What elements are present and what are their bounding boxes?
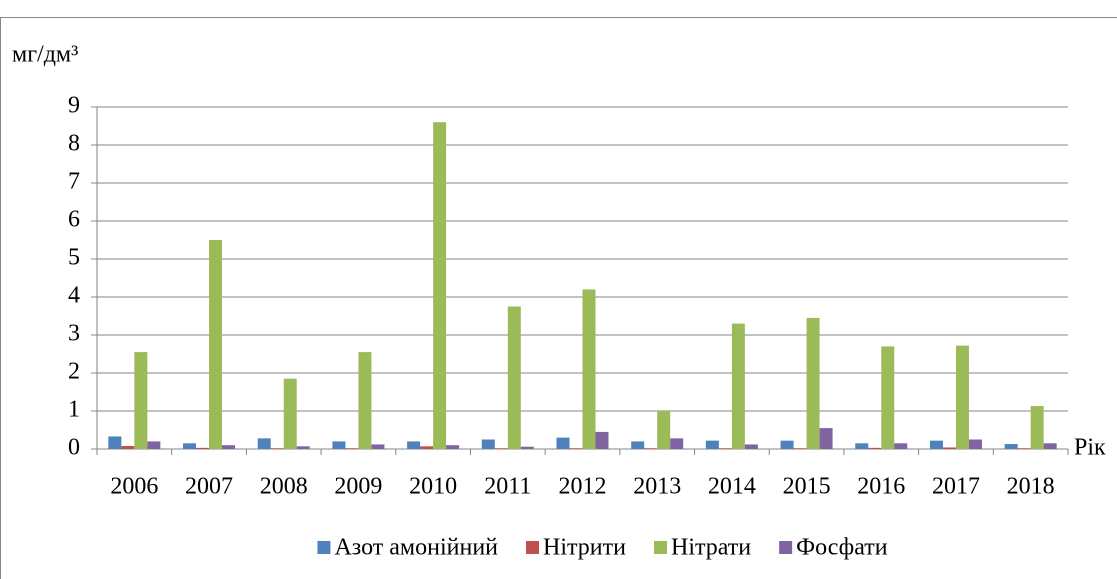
x-tick-label: 2014 [708,474,756,500]
legend-swatch [779,541,793,554]
bar [894,443,908,449]
x-tick-label: 2013 [633,474,681,500]
y-tick-label: 3 [68,321,80,347]
bar [296,446,310,449]
bar [806,317,820,449]
bar [183,443,197,449]
bar [121,445,135,449]
legend-label: Фосфати [796,535,888,561]
legend-swatch [526,541,540,554]
x-tick-label: 2010 [409,474,457,500]
x-tick-label: 2015 [783,474,831,500]
bar [358,352,372,449]
x-tick-label: 2012 [559,474,607,500]
bar [1017,448,1031,449]
bar [780,440,794,449]
bar [196,447,210,449]
x-tick-label: 2007 [185,474,233,500]
bar [744,444,758,449]
y-tick-label: 5 [68,245,80,271]
y-tick-label: 1 [68,397,80,423]
bar [257,438,271,449]
y-tick-label: 9 [68,93,80,119]
bar [481,439,495,449]
bar [209,240,223,449]
bar [345,448,359,449]
x-tick-label: 2009 [334,474,382,500]
bar [433,122,447,449]
y-tick-label: 8 [68,131,80,157]
bar [1030,406,1044,449]
bar [108,436,122,449]
bar [595,431,609,449]
bar [569,448,583,449]
bar [644,448,658,449]
x-axis-label: Рік [1074,435,1106,461]
y-tick-label: 0 [68,435,80,461]
bar [1043,443,1057,449]
bar [657,411,671,449]
bar [881,346,895,449]
bar [855,443,869,449]
y-tick-label: 6 [68,207,80,233]
legend-label: Азот амонійний [334,535,498,561]
bar [494,448,508,449]
bar [582,289,596,449]
legend-label: Нітрити [543,535,626,561]
bar [332,441,346,449]
bar [670,438,684,449]
bar [556,437,570,449]
bar [134,352,148,449]
bar [1004,444,1018,449]
y-tick-label: 4 [68,283,80,309]
bar [371,444,385,449]
bar [819,428,833,449]
x-tick-label: 2008 [260,474,308,500]
bar [222,445,236,449]
bar [631,441,645,449]
legend-swatch [653,541,667,554]
y-axis-label: мг/дм³ [12,42,78,68]
y-tick-label: 2 [68,359,80,385]
x-tick-label: 2018 [1007,474,1055,500]
bar [420,446,434,449]
legend-swatch [317,541,331,554]
bar [793,448,807,449]
bar [270,448,284,449]
bar [942,447,956,449]
bar [955,345,969,449]
x-tick-label: 2011 [484,474,531,500]
bar [968,439,982,449]
chart-border [0,17,1117,579]
x-tick-label: 2016 [857,474,905,500]
y-tick-label: 7 [68,169,80,195]
x-tick-label: 2017 [932,474,980,500]
bar [520,446,534,449]
bar [147,441,161,449]
bar [407,441,421,449]
bar [283,378,297,449]
bar [731,323,745,449]
bar [507,306,521,449]
bar [705,440,719,449]
bar [718,448,732,449]
bar [446,445,460,449]
x-tick-label: 2006 [110,474,158,500]
legend-label: Нітрати [671,535,751,561]
bar [929,440,943,449]
bar [868,447,882,449]
